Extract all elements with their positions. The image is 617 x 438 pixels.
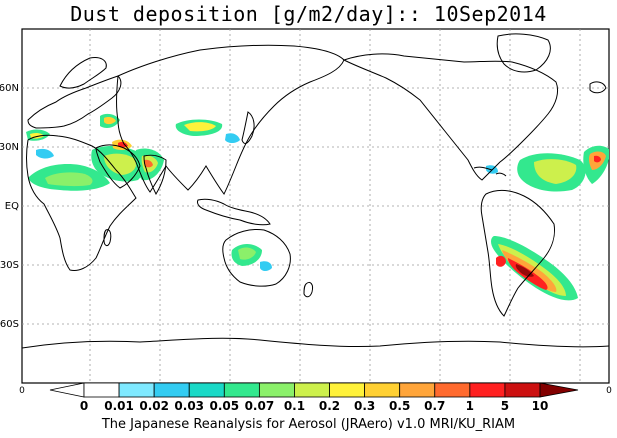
coast-arabia bbox=[95, 144, 141, 189]
colorbar-swatch bbox=[399, 382, 436, 398]
colorbar-swatch bbox=[118, 382, 155, 398]
colorbar-label: 0.7 bbox=[424, 399, 445, 413]
coastlines bbox=[22, 33, 609, 349]
colorbar-swatch bbox=[329, 382, 366, 398]
colorbar-swatch bbox=[258, 382, 295, 398]
colorbar-swatch bbox=[188, 382, 225, 398]
colorbar-arrow-high bbox=[539, 382, 579, 398]
colorbar-swatch bbox=[223, 382, 260, 398]
colorbar-label: 0.2 bbox=[319, 399, 340, 413]
colorbar-swatch bbox=[469, 382, 506, 398]
colorbar-swatch bbox=[504, 382, 541, 398]
map-title: Dust deposition [g/m2/day]:: 10Sep2014 bbox=[70, 2, 547, 26]
axis-end-left: 0 bbox=[19, 386, 25, 396]
colorbar-swatch bbox=[153, 382, 190, 398]
coast-south-america bbox=[480, 189, 555, 317]
plume-australia bbox=[231, 244, 272, 271]
colorbar-label: 5 bbox=[501, 399, 509, 413]
coast-africa bbox=[26, 134, 137, 271]
coast-indonesia bbox=[197, 198, 271, 226]
coast-scandinavia bbox=[59, 57, 107, 89]
colorbar-label: 0 bbox=[80, 399, 88, 413]
coast-iceland bbox=[589, 81, 607, 94]
lat-label-60n: 60N bbox=[0, 83, 19, 94]
coast-japan bbox=[241, 111, 255, 144]
coast-madagascar bbox=[103, 229, 112, 247]
lat-label-30s: 30S bbox=[0, 260, 19, 271]
plume-patagonia bbox=[491, 236, 578, 301]
colorbar-label: 0.01 bbox=[104, 399, 134, 413]
coast-asia bbox=[116, 44, 345, 195]
colorbar-swatch bbox=[294, 382, 330, 398]
colorbar-label: 0.02 bbox=[139, 399, 169, 413]
coast-antarctica bbox=[22, 337, 609, 349]
credit-line: The Japanese Reanalysis for Aerosol (JRA… bbox=[101, 417, 516, 432]
plume-atlantic bbox=[486, 145, 609, 192]
plume-sahara bbox=[26, 129, 110, 191]
colorbar-label: 0.03 bbox=[174, 399, 204, 413]
lat-label-60s: 60S bbox=[0, 319, 19, 330]
colorbar-label: 0.05 bbox=[210, 399, 240, 413]
plume-arabia bbox=[91, 113, 144, 182]
latitude-labels: 60N 30N EQ 30S 60S bbox=[0, 83, 19, 330]
colorbar-swatch bbox=[434, 382, 471, 398]
colorbar-swatch bbox=[364, 382, 401, 398]
colorbar-label: 1 bbox=[466, 399, 474, 413]
lat-label-30n: 30N bbox=[0, 142, 19, 153]
colorbar-label: 10 bbox=[532, 399, 549, 413]
colorbar-label: 0.3 bbox=[354, 399, 375, 413]
colorbar-label: 0.5 bbox=[389, 399, 410, 413]
lat-label-eq: EQ bbox=[5, 201, 19, 212]
axis-end-right: 0 bbox=[606, 386, 612, 396]
colorbar-arrow-low bbox=[49, 382, 85, 398]
coast-europe bbox=[27, 75, 122, 129]
colorbar-labels: 0 0.01 0.02 0.03 0.05 0.07 0.1 0.2 0.3 0.5 0.7 1 5 10 bbox=[80, 399, 549, 413]
colorbar-swatches bbox=[49, 382, 579, 398]
coast-australia bbox=[222, 229, 291, 287]
colorbar-label: 0.07 bbox=[245, 399, 275, 413]
coast-india bbox=[143, 154, 167, 196]
colorbar-label: 0.1 bbox=[284, 399, 305, 413]
grid-lines bbox=[22, 29, 609, 383]
coast-caribbean bbox=[473, 166, 507, 177]
coast-newzealand bbox=[303, 281, 313, 298]
colorbar-swatch bbox=[83, 382, 120, 398]
coast-north-america bbox=[342, 53, 559, 181]
dust-plumes bbox=[26, 113, 609, 301]
coast-greenland bbox=[496, 33, 551, 73]
plume-gobi bbox=[175, 119, 240, 143]
